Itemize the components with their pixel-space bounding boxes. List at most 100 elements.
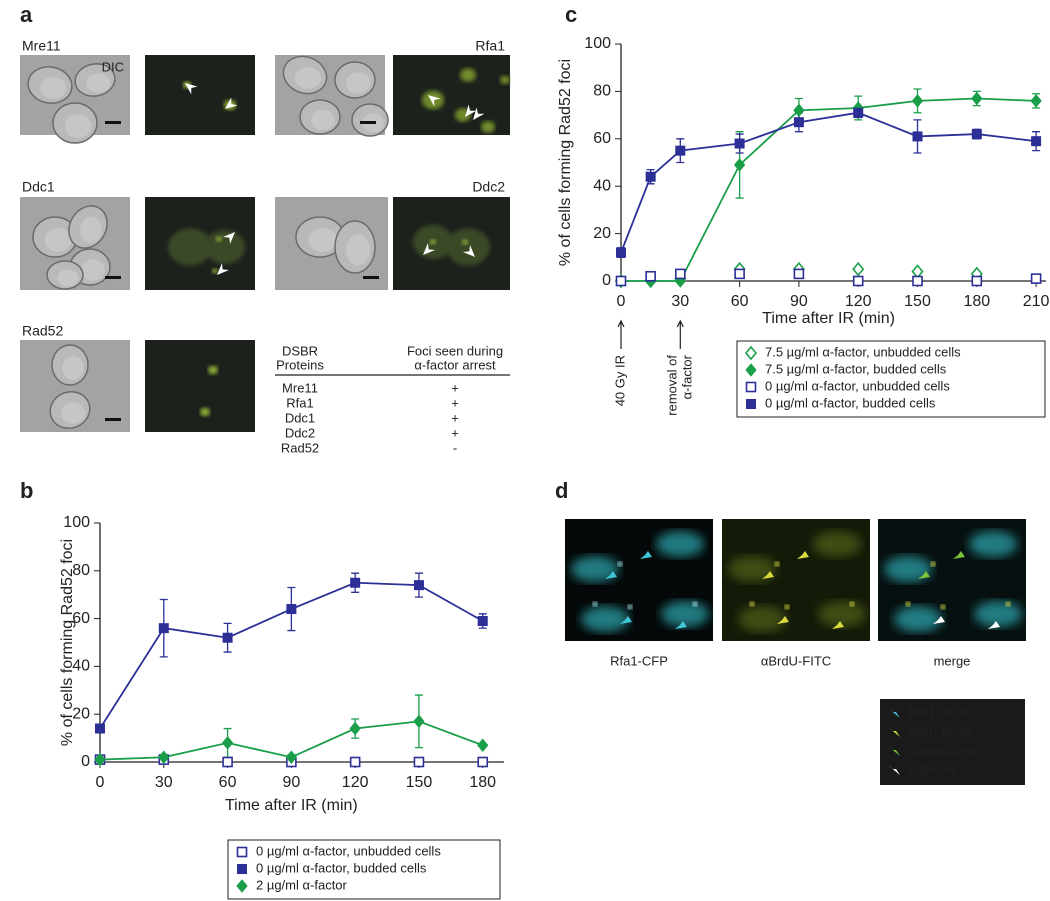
- table-cell: +: [451, 410, 459, 425]
- cell-highlight: [308, 228, 338, 252]
- cell-highlight: [64, 114, 92, 138]
- legend-label: 0 µg/ml α-factor, unbudded cells: [765, 378, 950, 393]
- marker: [912, 131, 923, 142]
- cell-highlight: [81, 259, 105, 281]
- arrowhead: [988, 621, 1000, 629]
- legend-arrow: [888, 765, 900, 775]
- focus: [774, 561, 780, 567]
- focus: [849, 601, 855, 607]
- yfp-image: [145, 340, 255, 432]
- cfp-cell: [581, 606, 629, 632]
- annotation: 40 Gy IR: [612, 355, 627, 406]
- y-tick-label: 0: [602, 272, 611, 289]
- image-row-label: Rad52: [22, 323, 63, 339]
- legend-arrow: [888, 746, 900, 756]
- glow: [208, 365, 218, 375]
- table-cell: Ddc1: [285, 410, 315, 425]
- channel-label: YFP: [225, 59, 250, 74]
- cell-highlight: [57, 269, 79, 287]
- marker: [853, 107, 864, 118]
- glow: [481, 121, 495, 133]
- marker: [286, 604, 297, 615]
- annotation-arrow: [676, 319, 684, 349]
- marker: [645, 171, 656, 182]
- y-tick-label: 100: [63, 514, 90, 531]
- image-row-label: Rfa1: [475, 38, 505, 54]
- cell-highlight: [311, 109, 335, 131]
- image-caption: Rfa1-CFP: [610, 653, 668, 668]
- arrowhead: [185, 83, 198, 95]
- cell-highlight: [86, 73, 110, 93]
- legend-box: [227, 839, 501, 900]
- x-tick-label: 120: [342, 774, 369, 791]
- glow: [200, 407, 210, 417]
- fitc-cell: [738, 606, 786, 632]
- focus: [692, 601, 698, 607]
- scale-bar: [105, 418, 121, 421]
- arrowhead: [462, 244, 475, 257]
- scale-bar: [363, 276, 379, 279]
- focus: [784, 604, 790, 610]
- table-cell: Rad52: [281, 440, 319, 455]
- legend-label: 0 µg/ml α-factor, budded cells: [256, 860, 427, 875]
- arrowhead: [222, 232, 235, 245]
- marker: [675, 145, 686, 156]
- marker: [793, 268, 805, 280]
- arrowhead: [933, 616, 945, 624]
- legend-arrow: [888, 727, 900, 737]
- marker: [477, 738, 489, 753]
- glow: [462, 239, 468, 245]
- image-row-label: Ddc2: [472, 179, 505, 195]
- legend-label: 0 µg/ml α-factor, budded cells: [765, 395, 936, 410]
- x-tick-label: 0: [617, 293, 626, 310]
- arrowhead: [423, 242, 436, 255]
- table-cell: Mre11: [282, 380, 318, 395]
- y-tick-label: 80: [593, 83, 611, 100]
- marker: [793, 117, 804, 128]
- x-axis-label: Time after IR (min): [225, 797, 358, 814]
- legend-box: [880, 699, 1025, 785]
- marker: [734, 138, 745, 149]
- focus: [940, 604, 946, 610]
- arrowhead: [473, 107, 485, 120]
- marker: [1031, 136, 1042, 147]
- cell-highlight: [44, 228, 72, 252]
- marker: [477, 756, 489, 768]
- legend-box: [736, 340, 1046, 418]
- cfp-cell: [571, 556, 619, 582]
- marker: [349, 721, 361, 736]
- marker: [852, 261, 865, 277]
- panel-label: a: [20, 2, 33, 27]
- marker: [350, 577, 361, 588]
- panel-label: d: [555, 478, 568, 503]
- cell-highlight: [61, 402, 85, 424]
- table-cell: Ddc2: [285, 425, 315, 440]
- image-row-label: Ddc1: [22, 179, 55, 195]
- legend-label: 7.5 µg/ml α-factor, budded cells: [765, 361, 947, 376]
- y-axis-label: % of cells forming Rad52 foci: [59, 539, 76, 746]
- x-tick-label: 120: [845, 293, 872, 310]
- focus: [617, 561, 623, 567]
- x-tick-label: 150: [904, 293, 931, 310]
- y-tick-label: 100: [584, 35, 611, 52]
- x-tick-label: 210: [1023, 293, 1050, 310]
- marker: [1030, 94, 1042, 108]
- marker: [413, 756, 425, 768]
- glow: [500, 75, 510, 85]
- marker: [971, 275, 983, 287]
- marker: [222, 632, 233, 643]
- cell-highlight: [346, 72, 370, 94]
- arrowhead: [217, 262, 230, 275]
- legend-label: adjacent: [908, 761, 958, 776]
- x-tick-label: 60: [731, 293, 749, 310]
- arrowhead: [640, 551, 652, 559]
- marker: [158, 750, 170, 765]
- marker: [971, 91, 983, 106]
- focus: [592, 601, 598, 607]
- glow: [212, 268, 218, 274]
- image-caption: αBrdU-FITC: [761, 653, 831, 668]
- arrowhead: [832, 621, 844, 629]
- marker: [158, 623, 169, 634]
- legend-arrow: [888, 708, 900, 718]
- x-tick-label: 60: [219, 774, 237, 791]
